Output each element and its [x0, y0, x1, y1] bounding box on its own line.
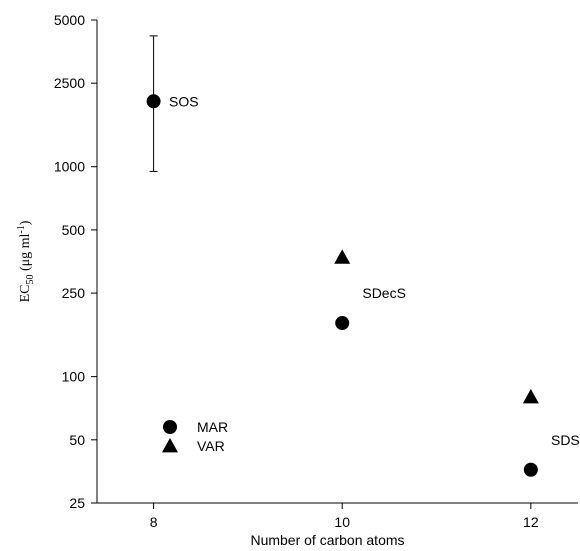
x-ticks: 8 10 12 [150, 503, 539, 530]
legend-marker-mar [163, 420, 177, 434]
y-tick-label: 500 [62, 222, 86, 238]
data-point-var-1 [522, 388, 539, 404]
y-axis-title-unit-open: (μg ml [18, 233, 33, 274]
y-axis-title: EC50 (μg ml-1) [16, 220, 36, 302]
y-axis-title-unit-sup: -1 [16, 225, 27, 233]
axes [96, 20, 578, 504]
y-axis-title-prefix: EC [18, 285, 33, 303]
y-tick-label: 1000 [54, 159, 85, 175]
legend-marker-var [162, 438, 178, 453]
annotation-sds: SDS [551, 432, 580, 448]
legend-label-var: VAR [197, 438, 225, 454]
x-tick-label: 12 [523, 514, 539, 530]
legend: MAR VAR [162, 419, 228, 454]
y-tick-label: 100 [62, 369, 86, 385]
x-tick-label: 8 [150, 514, 158, 530]
annotation-sos: SOS [169, 93, 199, 109]
x-axis-title: Number of carbon atoms [250, 532, 404, 548]
data-point-mar-2 [523, 462, 538, 477]
y-ticks: 25 50 100 250 500 1000 2500 5000 [54, 12, 97, 511]
annotations: SOS SDecS SDS [169, 93, 580, 448]
legend-label-mar: MAR [197, 419, 228, 435]
x-tick-label: 10 [334, 514, 350, 530]
data-point-mar-1 [335, 316, 350, 331]
annotation-sdecs: SDecS [362, 285, 406, 301]
y-tick-label: 5000 [54, 12, 85, 28]
data-marks [146, 35, 539, 477]
y-tick-label: 50 [69, 432, 85, 448]
y-tick-label: 250 [62, 285, 86, 301]
data-point-var-0 [334, 249, 351, 264]
y-tick-label: 2500 [54, 75, 85, 91]
y-axis-title-subscript: 50 [25, 275, 36, 285]
y-axis-title-unit-close: ) [18, 220, 33, 225]
data-point-mar-0 [146, 94, 161, 109]
y-tick-label: 25 [69, 495, 85, 511]
